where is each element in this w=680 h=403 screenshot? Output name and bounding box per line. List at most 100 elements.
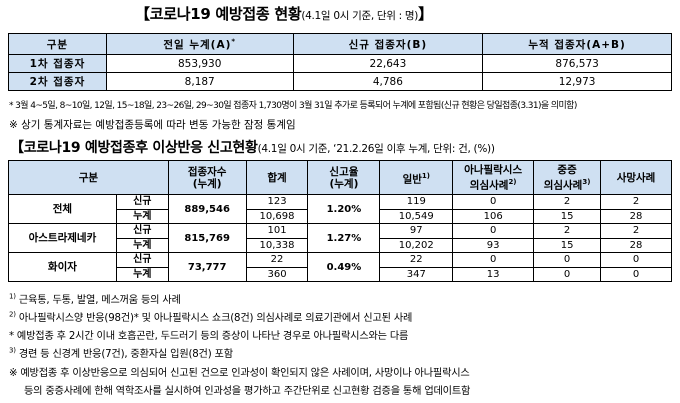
table-header-row: 구분 전일 누계(A)* 신규 접종자(B) 누적 접종자(A+B) <box>8 33 672 55</box>
header-line1: 중증 <box>557 163 577 176</box>
cell-severe: 0 <box>533 252 602 268</box>
footnote-mark: 1) <box>9 292 16 301</box>
cell-death: 2 <box>600 223 672 239</box>
header-total: 합계 <box>245 160 309 195</box>
cell-general: 119 <box>379 194 454 210</box>
cell-death: 28 <box>600 208 672 224</box>
header-prev-cumulative-label: 전일 누계(A) <box>163 38 232 51</box>
row-type: 신규 <box>115 194 169 210</box>
cell-total: 22 <box>245 252 309 268</box>
header-line2: (누계) <box>329 177 359 190</box>
header-star: * <box>231 37 237 45</box>
cell-total: 12,973 <box>482 72 672 91</box>
cell-general: 97 <box>379 223 454 239</box>
cell-total: 876,573 <box>482 54 672 73</box>
cell-vaccinated: 889,546 <box>167 194 247 224</box>
cell-general: 10,549 <box>379 208 454 224</box>
cell-severe: 0 <box>533 266 602 282</box>
reference-note-line1: ※ 예방접종 후 이상반응으로 의심되어 신고된 건으로 인과성이 확인되지 않… <box>9 368 470 379</box>
cell-general: 22 <box>379 252 454 268</box>
cell-general: 10,202 <box>379 237 454 253</box>
header-line2: 의심사례 <box>543 179 583 192</box>
header-prev-cumulative: 전일 누계(A)* <box>105 33 294 55</box>
cell-total: 360 <box>245 266 309 282</box>
footnote-3: 3) 경련 등 신경계 반응(7건), 중환자실 입원(8건) 포함 <box>9 345 233 360</box>
header-new: 신규 접종자(B) <box>292 33 484 55</box>
row-label: 1차 접종자 <box>8 54 107 73</box>
cell-death: 2 <box>600 194 672 210</box>
cell-total: 101 <box>245 223 309 239</box>
cell-severe: 15 <box>533 237 602 253</box>
cell-total: 123 <box>245 194 309 210</box>
footnote-text: 아나필락시스양 반응(98건)* 및 아나필락시스 쇼크(8건) 의심사례로 의… <box>18 313 413 324</box>
cell-cumulative: 8,187 <box>105 72 294 91</box>
cell-total: 10,698 <box>245 208 309 224</box>
header-line2: (누계) <box>192 177 222 190</box>
cell-anaphylaxis: 106 <box>452 208 535 224</box>
cell-rate: 0.49% <box>307 252 381 282</box>
cell-anaphylaxis: 93 <box>452 237 535 253</box>
header-vaccinated: 접종자수 (누계) <box>167 160 247 195</box>
cell-severe: 2 <box>533 194 602 210</box>
cell-vaccinated: 815,769 <box>167 223 247 253</box>
reference-note-line2: 등의 중증사례에 한해 역학조사를 실시하여 인과성을 평가하고 주간단위로 신… <box>24 386 471 397</box>
header-category: 구분 <box>8 160 169 195</box>
cell-death: 28 <box>600 237 672 253</box>
title-sub: (4.1일 0시 기준, 단위 : 명) <box>301 10 419 22</box>
row-type: 누계 <box>115 208 169 224</box>
adverse-reaction-table: 구분 접종자수 (누계) 합계 신고율 (누계) 일반1) 아나필락시스 의심사례2)… <box>8 160 672 282</box>
header-anaphylaxis: 아나필락시스 의심사례2) <box>452 160 535 195</box>
group-name: 화이자 <box>8 252 117 282</box>
vaccination-status-table: 구분 전일 누계(A)* 신규 접종자(B) 누적 접종자(A+B) 1차 접종… <box>8 33 672 91</box>
footnote-2-star: * 예방접종 후 2시간 이내 호흡곤란, 두드러기 등의 증상이 나타난 경우… <box>9 331 409 342</box>
row-type: 신규 <box>115 252 169 268</box>
cell-total: 10,338 <box>245 237 309 253</box>
note-star: * 3월 4~5일, 8~10일, 12일, 15~18일, 23~26일, 2… <box>9 101 577 111</box>
cell-general: 347 <box>379 266 454 282</box>
cell-anaphylaxis: 13 <box>452 266 535 282</box>
title-sub: (4.1일 0시 기준, ‘21.2.26일 이후 누계, 단위: 건, (%)… <box>257 143 495 155</box>
table-row: 1차 접종자 853,930 22,643 876,573 <box>8 54 672 73</box>
header-death: 사망사례 <box>600 160 672 195</box>
table-row: 아스트라제네카 신규 815,769 101 1.27% 97 0 2 2 <box>8 223 672 253</box>
footnote-mark: 3) <box>9 346 16 355</box>
cell-rate: 1.20% <box>307 194 381 224</box>
cell-vaccinated: 73,777 <box>167 252 247 282</box>
adverse-reaction-title: 【코로나19 예방접종후 이상반응 신고현황(4.1일 0시 기준, ‘21.2… <box>10 137 495 157</box>
cell-anaphylaxis: 0 <box>452 194 535 210</box>
row-type: 누계 <box>115 237 169 253</box>
footnote-mark: 3) <box>582 177 591 186</box>
vaccination-status-title: 【코로나19 예방접종 현황(4.1일 0시 기준, 단위 : 명)】 <box>135 3 433 24</box>
row-label: 2차 접종자 <box>8 72 107 91</box>
header-general: 일반1) <box>379 160 454 195</box>
group-name: 전체 <box>8 194 117 224</box>
table-header-row: 구분 접종자수 (누계) 합계 신고율 (누계) 일반1) 아나필락시스 의심사례2)… <box>8 160 672 195</box>
cell-anaphylaxis: 0 <box>452 223 535 239</box>
table-row: 누계 10,698 10,549 106 15 28 <box>9 208 672 224</box>
header-line1: 신고율 <box>329 165 359 178</box>
cell-death: 0 <box>600 266 672 282</box>
cell-severe: 2 <box>533 223 602 239</box>
group-name: 아스트라제네카 <box>8 223 117 253</box>
note-reference: ※ 상기 통계자료는 예방접종등록에 따라 변동 가능한 잠정 통계임 <box>9 119 296 131</box>
cell-cumulative: 853,930 <box>105 54 294 73</box>
header-category: 구분 <box>8 33 107 55</box>
header-line1: 접종자수 <box>187 165 227 178</box>
header-total: 누적 접종자(A+B) <box>482 33 672 55</box>
footnote-2: 2) 아나필락시스양 반응(98건)* 및 아나필락시스 쇼크(8건) 의심사례… <box>9 309 412 324</box>
cell-new: 22,643 <box>292 54 484 73</box>
row-type: 누계 <box>115 266 169 282</box>
cell-rate: 1.27% <box>307 223 381 253</box>
header-line1: 아나필락시스 <box>464 163 523 176</box>
footnote-mark: 2) <box>508 177 517 186</box>
title-main: 【코로나19 예방접종후 이상반응 신고현황 <box>10 140 258 156</box>
footnote-1: 1) 근육통, 두통, 발열, 메스꺼움 등의 사례 <box>9 291 181 306</box>
table-row: 누계 10,338 10,202 93 15 28 <box>9 237 672 253</box>
footnote-mark: 2) <box>9 310 16 319</box>
table-row: 누계 360 347 13 0 0 <box>9 266 672 282</box>
header-rate: 신고율 (누계) <box>307 160 381 195</box>
footnote-mark: 1) <box>421 171 430 180</box>
cell-severe: 15 <box>533 208 602 224</box>
table-row: 전체 신규 889,546 123 1.20% 119 0 2 2 <box>8 194 672 224</box>
